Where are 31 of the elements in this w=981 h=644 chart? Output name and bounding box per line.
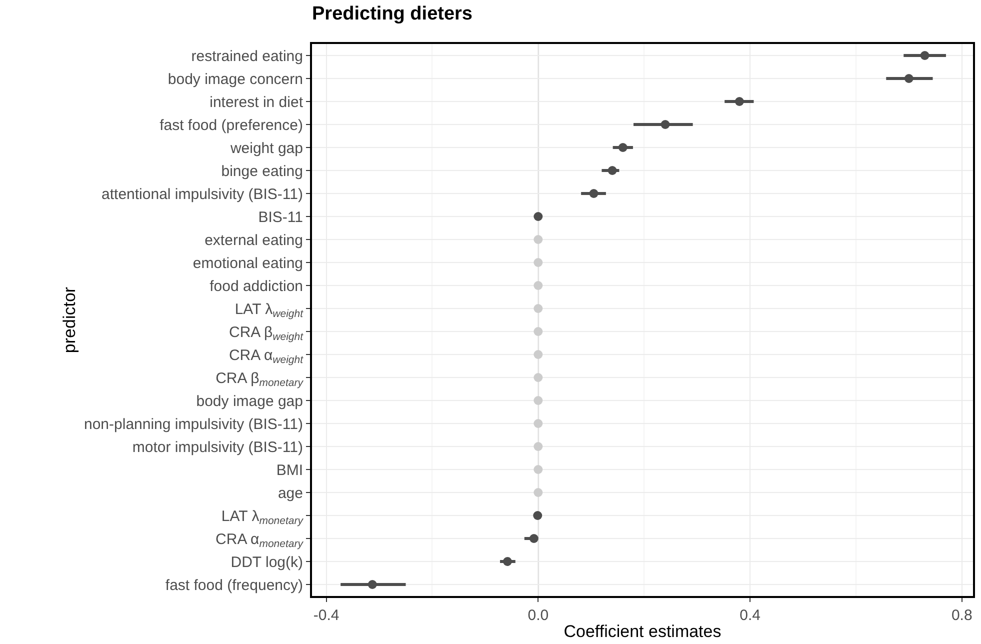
y-tick-label: weight gap — [229, 140, 303, 157]
y-tick-label: BMI — [276, 462, 303, 479]
y-tick-label: fast food (preference) — [160, 116, 303, 134]
y-tick-label: fast food (frequency) — [165, 576, 303, 594]
y-tick-label: binge eating — [221, 162, 303, 180]
y-tick-label: CRA α$_{weight}$ — [228, 346, 304, 366]
y-tick-label: motor impulsivity (BIS-11) — [132, 438, 303, 456]
y-tick-label: CRA β$_{monetary}$ — [216, 370, 304, 389]
x-tick-label: -0.4 — [313, 607, 340, 624]
y-tick-label: non-planning impulsivity (BIS-11) — [84, 416, 303, 433]
x-tick-label: 0.0 — [528, 607, 549, 624]
y-tick-label: BIS-11 — [258, 208, 303, 226]
y-tick-label: food addiction — [210, 278, 303, 295]
y-tick-label: external eating — [204, 232, 303, 249]
y-tick-label: LAT λ$_{monetary}$ — [221, 508, 304, 527]
y-tick-label: age — [278, 484, 303, 502]
x-axis-title: Coefficient estimates — [564, 622, 722, 641]
y-tick-label: interest in diet — [210, 94, 304, 111]
y-tick-label: body image concern — [168, 70, 303, 88]
x-tick-label: 0.4 — [740, 607, 760, 624]
y-tick-label: CRA β$_{weight}$ — [229, 324, 304, 343]
y-tick-label: attentional impulsivity (BIS-11) — [102, 186, 304, 203]
y-tick-label: CRA α$_{monetary}$ — [216, 530, 304, 550]
y-tick-label: body image gap — [196, 392, 303, 410]
y-tick-label: emotional eating — [192, 254, 303, 272]
y-axis-title: predictor — [60, 286, 80, 354]
y-tick-label: DDT log(k) — [230, 554, 303, 571]
y-tick-label: LAT λ$_{weight}$ — [234, 300, 304, 320]
x-tick-label: 0.8 — [951, 607, 972, 624]
y-tick-label: restrained eating — [191, 48, 303, 65]
chart-title: Predicting dieters — [312, 4, 472, 25]
